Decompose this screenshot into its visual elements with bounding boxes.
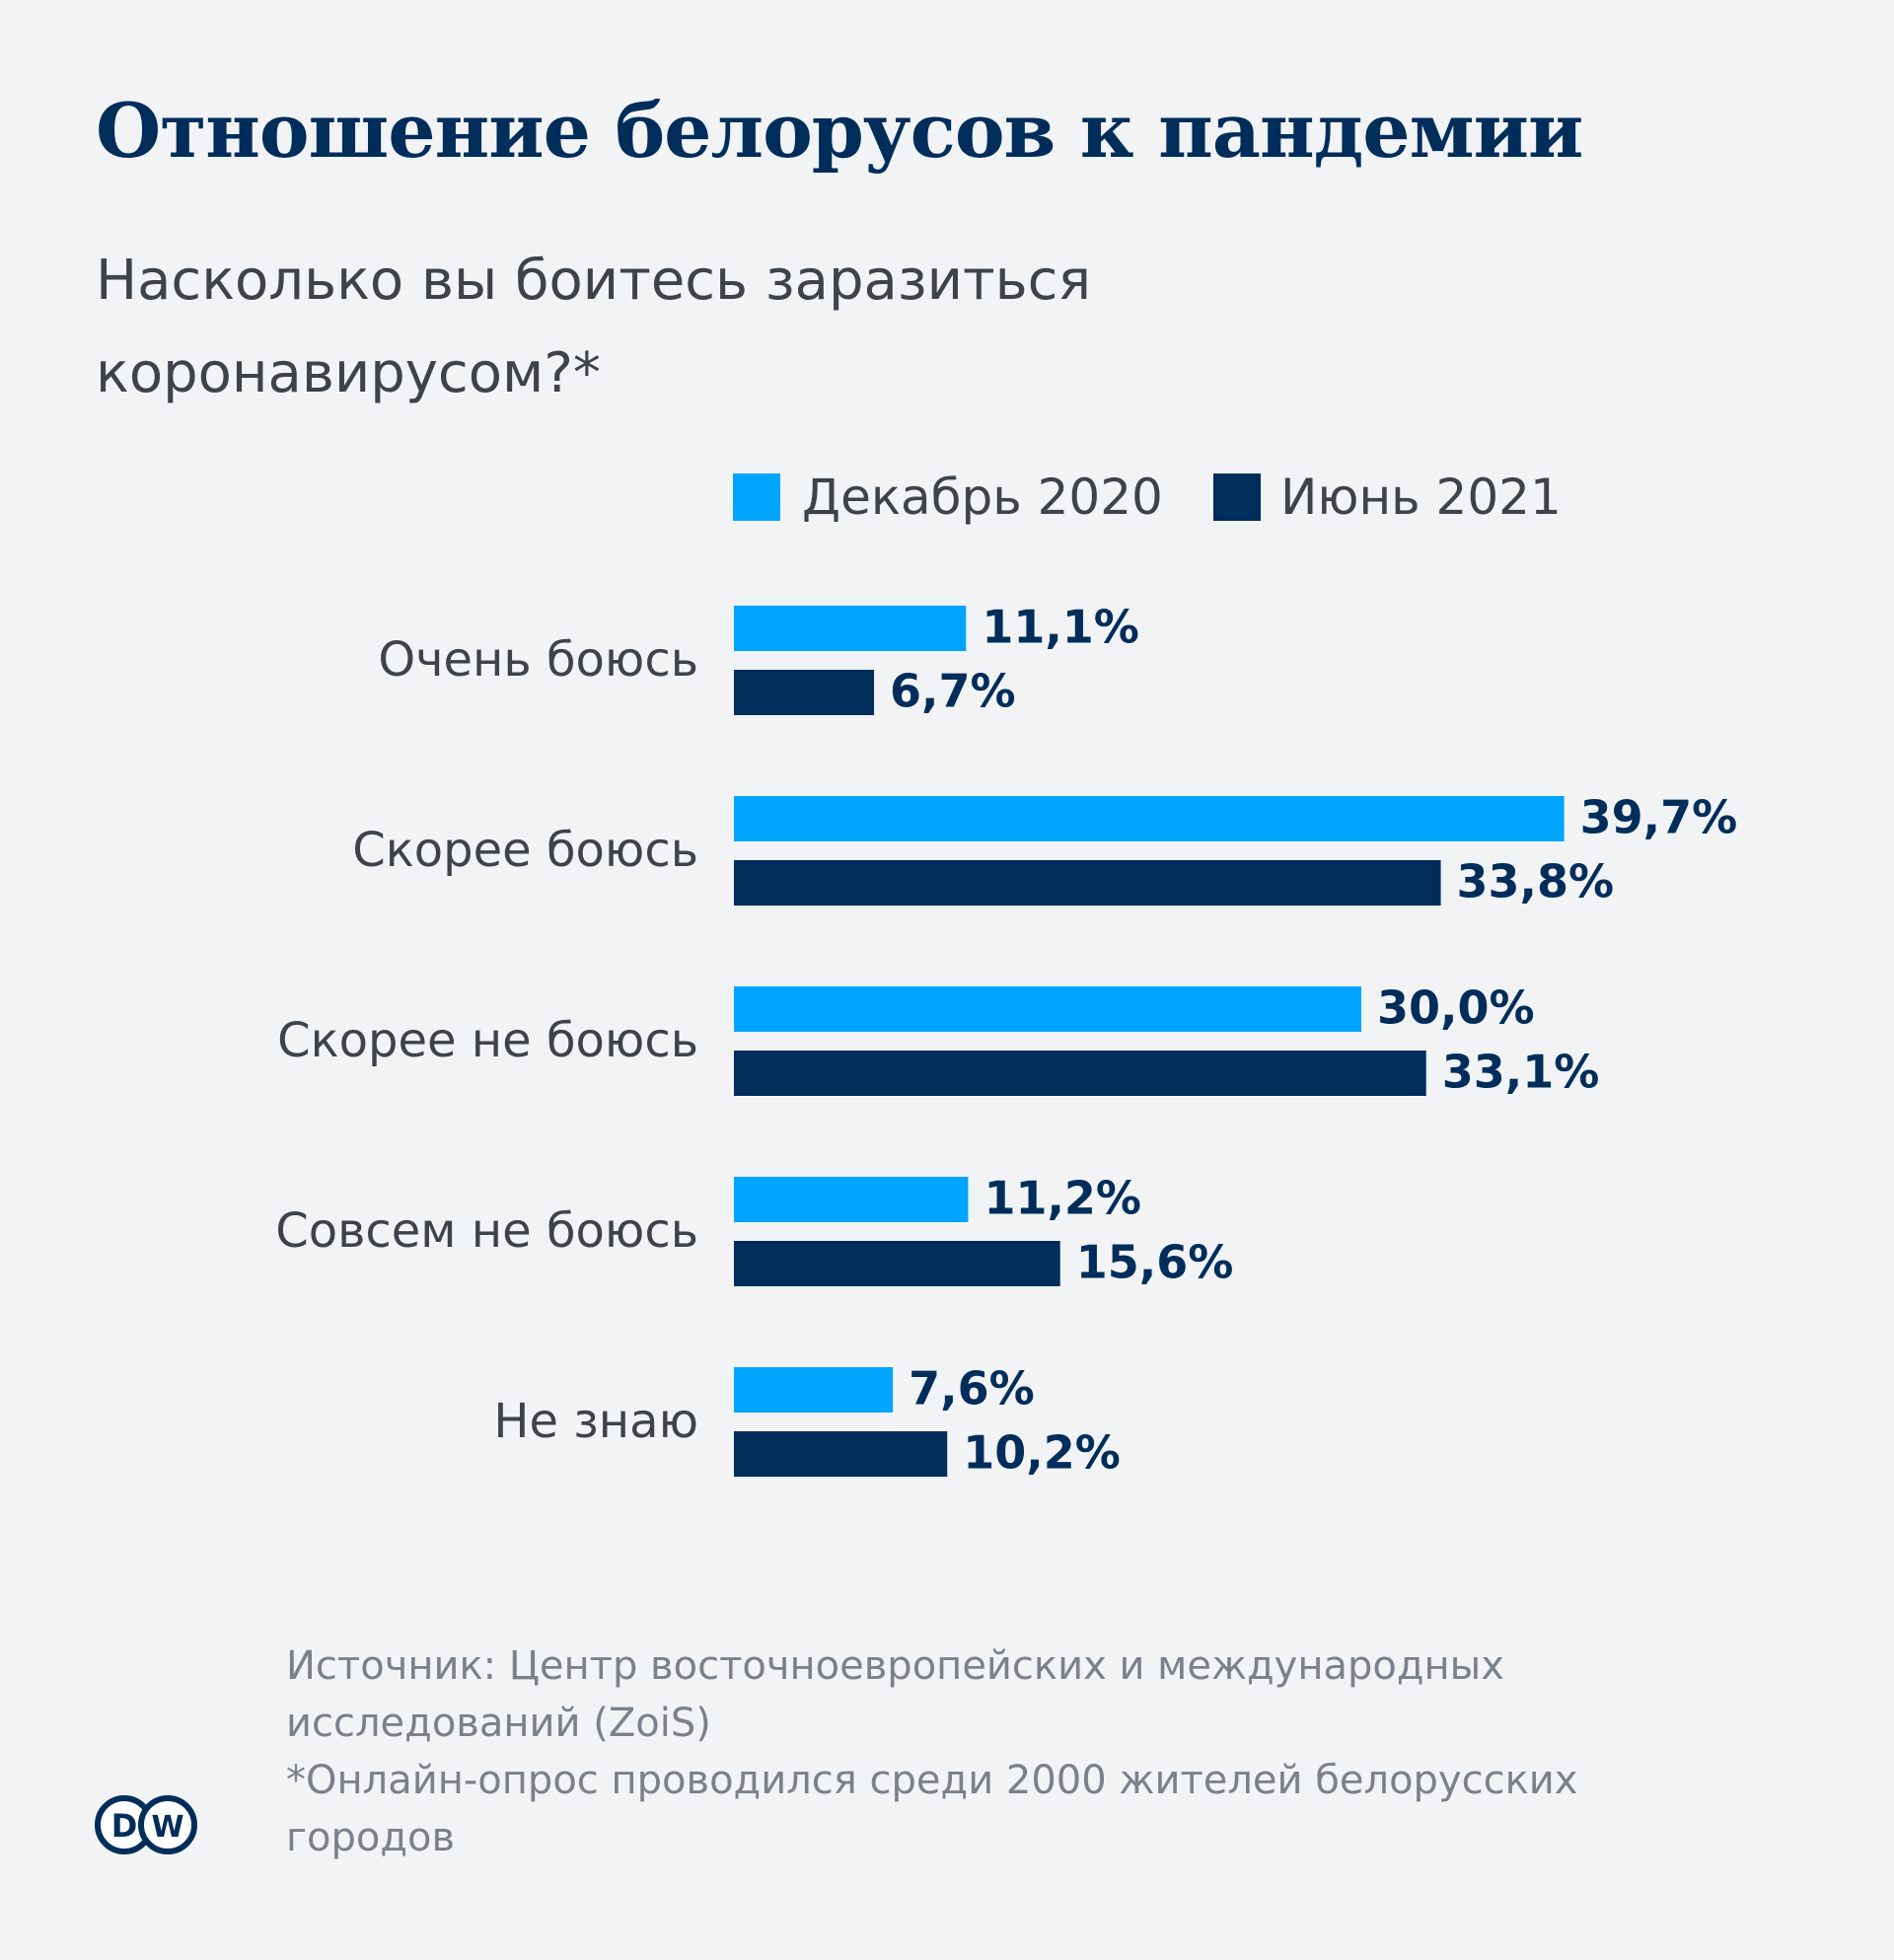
chart-subtitle: Насколько вы боитесь заразиться коронави…	[96, 249, 1092, 405]
legend-label-december-2020: Декабрь 2020	[802, 469, 1163, 526]
value-label-июнь-2021-2: 33,8%	[1457, 855, 1615, 908]
bar-декабрь-2020-1	[734, 606, 967, 651]
bar-июнь-2021-2	[734, 860, 1441, 906]
value-label-декабрь-2020-1: 11,1%	[982, 601, 1139, 654]
survey-note: *Онлайн-опрос проводился среди 2000 жите…	[286, 1758, 1578, 1860]
bar-июнь-2021-4	[734, 1241, 1060, 1286]
legend: Декабрь 2020 Июнь 2021	[0, 468, 1894, 527]
category-label-2: Скорее боюсь	[352, 823, 698, 878]
category-label-4: Совсем не боюсь	[275, 1203, 698, 1259]
source-line: Источник: Центр восточноевропейских и ме…	[286, 1643, 1504, 1746]
value-label-декабрь-2020-2: 39,7%	[1580, 791, 1738, 844]
legend-label-june-2021: Июнь 2021	[1280, 469, 1562, 526]
bar-декабрь-2020-4	[734, 1177, 969, 1222]
bar-июнь-2021-1	[734, 670, 875, 715]
category-label-3: Скорее не боюсь	[277, 1013, 698, 1068]
dw-logo: D W	[95, 1795, 197, 1854]
svg-text:W: W	[151, 1810, 183, 1845]
bar-декабрь-2020-3	[734, 986, 1361, 1032]
bar-июнь-2021-3	[734, 1051, 1426, 1096]
category-label-1: Очень боюсь	[378, 632, 698, 688]
value-label-июнь-2021-4: 15,6%	[1076, 1236, 1234, 1289]
value-label-июнь-2021-1: 6,7%	[890, 665, 1016, 718]
legend-swatch-june-2021	[1213, 473, 1261, 521]
bar-июнь-2021-5	[734, 1431, 948, 1477]
source-note: Источник: Центр восточноевропейских и ме…	[286, 1637, 1726, 1866]
category-label-5: Не знаю	[493, 1394, 698, 1449]
value-label-июнь-2021-5: 10,2%	[963, 1426, 1121, 1480]
value-label-июнь-2021-3: 33,1%	[1442, 1046, 1600, 1099]
bar-декабрь-2020-2	[734, 796, 1565, 841]
value-label-декабрь-2020-3: 30,0%	[1377, 981, 1535, 1035]
chart-title: Отношение белорусов к пандемии	[96, 87, 1583, 175]
value-label-декабрь-2020-4: 11,2%	[983, 1172, 1141, 1225]
value-label-декабрь-2020-5: 7,6%	[909, 1362, 1035, 1416]
svg-text:D: D	[111, 1807, 138, 1845]
bar-декабрь-2020-5	[734, 1367, 894, 1413]
legend-swatch-december-2020	[733, 473, 780, 521]
